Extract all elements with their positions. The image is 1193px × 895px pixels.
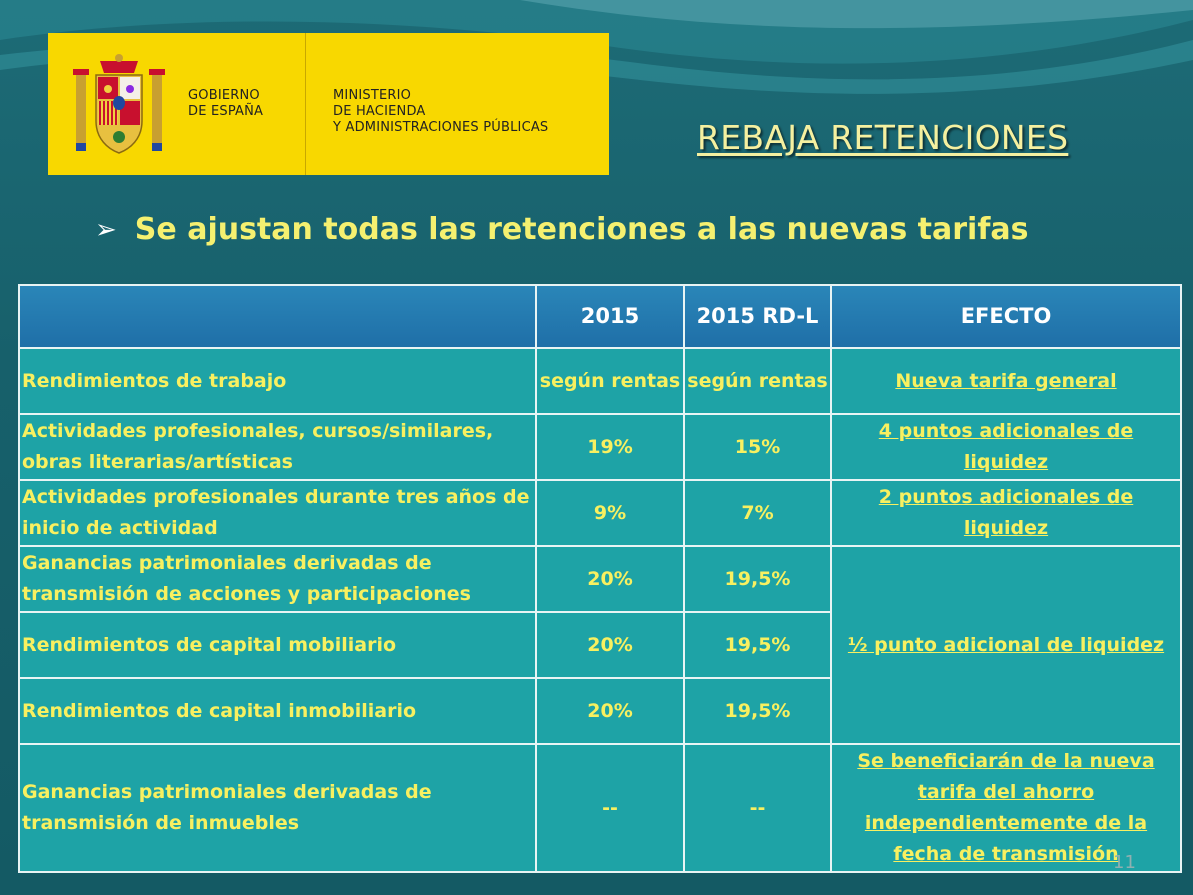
row-rdl-value: 19,5%: [683, 611, 832, 679]
government-name: GOBIERNO DE ESPAÑA: [188, 88, 264, 119]
row-label: Rendimientos de capital inmobiliario: [18, 677, 537, 745]
table-row: Ganancias patrimoniales derivadas de tra…: [18, 743, 1182, 873]
retentions-table: 2015 2015 RD-L EFECTO Rendimientos de tr…: [18, 284, 1182, 873]
header-cell-empty: [18, 284, 537, 349]
row-rdl-value: 19,5%: [683, 677, 832, 745]
table-row: Actividades profesionales, cursos/simila…: [18, 413, 1182, 481]
bullet-text: Se ajustan todas las retenciones a las n…: [134, 212, 1029, 247]
row-rdl-value: --: [683, 743, 832, 873]
effect-link[interactable]: ½ punto adicional de liquidez: [847, 633, 1165, 656]
row-rdl-value: 19,5%: [683, 545, 832, 613]
table-header-row: 2015 2015 RD-L EFECTO: [18, 284, 1182, 349]
row-2015-value: 20%: [535, 545, 685, 613]
row-2015-value: 20%: [535, 611, 685, 679]
row-2015-value: 9%: [535, 479, 685, 547]
table-row: Rendimientos de capital inmobiliario 20%…: [18, 677, 1181, 745]
government-logo: GOBIERNO DE ESPAÑA MINISTERIO DE HACIEND…: [48, 33, 609, 175]
row-effect: 2 puntos adicionales de liquidez: [830, 479, 1182, 547]
coat-of-arms-icon: [73, 54, 165, 154]
slide-title: REBAJA RETENCIONES: [697, 118, 1069, 157]
row-effect: Nueva tarifa general: [830, 347, 1182, 415]
table-row: Ganancias patrimoniales derivadas de tra…: [18, 545, 1182, 745]
row-label: Actividades profesionales, cursos/simila…: [18, 413, 537, 481]
table-row: Actividades profesionales durante tres a…: [18, 479, 1182, 547]
row-rdl-value: 15%: [683, 413, 832, 481]
row-effect-merged: ½ punto adicional de liquidez: [830, 545, 1182, 745]
row-label: Actividades profesionales durante tres a…: [18, 479, 537, 547]
row-2015-value: 20%: [535, 677, 685, 745]
header-cell-efecto: EFECTO: [830, 284, 1182, 349]
row-2015-value: según rentas: [535, 347, 685, 415]
arrow-bullet-icon: ➢: [95, 214, 117, 245]
header-cell-2015-rdl: 2015 RD-L: [683, 284, 832, 349]
row-rdl-value: 7%: [683, 479, 832, 547]
row-effect: Se beneficiarán de la nueva tarifa del a…: [830, 743, 1182, 873]
ministry-name: MINISTERIO DE HACIENDA Y ADMINISTRACIONE…: [333, 88, 549, 135]
row-label: Ganancias patrimoniales derivadas de tra…: [18, 545, 537, 613]
effect-link[interactable]: Nueva tarifa general: [895, 369, 1117, 392]
row-2015-value: 19%: [535, 413, 685, 481]
effect-link[interactable]: 4 puntos adicionales de liquidez: [878, 420, 1134, 473]
bullet-point: ➢ Se ajustan todas las retenciones a las…: [95, 212, 1028, 247]
table-row: Rendimientos de trabajo según rentas seg…: [18, 347, 1182, 415]
row-label: Rendimientos de capital mobiliario: [18, 611, 537, 679]
table-row: Rendimientos de capital mobiliario 20% 1…: [18, 611, 1181, 679]
row-label: Ganancias patrimoniales derivadas de tra…: [18, 743, 537, 873]
logo-divider: [305, 33, 306, 175]
page-number: 11: [1113, 852, 1136, 873]
header-cell-2015: 2015: [535, 284, 685, 349]
effect-link[interactable]: Se beneficiarán de la nueva tarifa del a…: [857, 750, 1155, 865]
row-rdl-value: según rentas: [683, 347, 832, 415]
row-effect: 4 puntos adicionales de liquidez: [830, 413, 1182, 481]
row-label: Rendimientos de trabajo: [18, 347, 537, 415]
effect-link[interactable]: 2 puntos adicionales de liquidez: [878, 486, 1134, 539]
row-2015-value: --: [535, 743, 685, 873]
